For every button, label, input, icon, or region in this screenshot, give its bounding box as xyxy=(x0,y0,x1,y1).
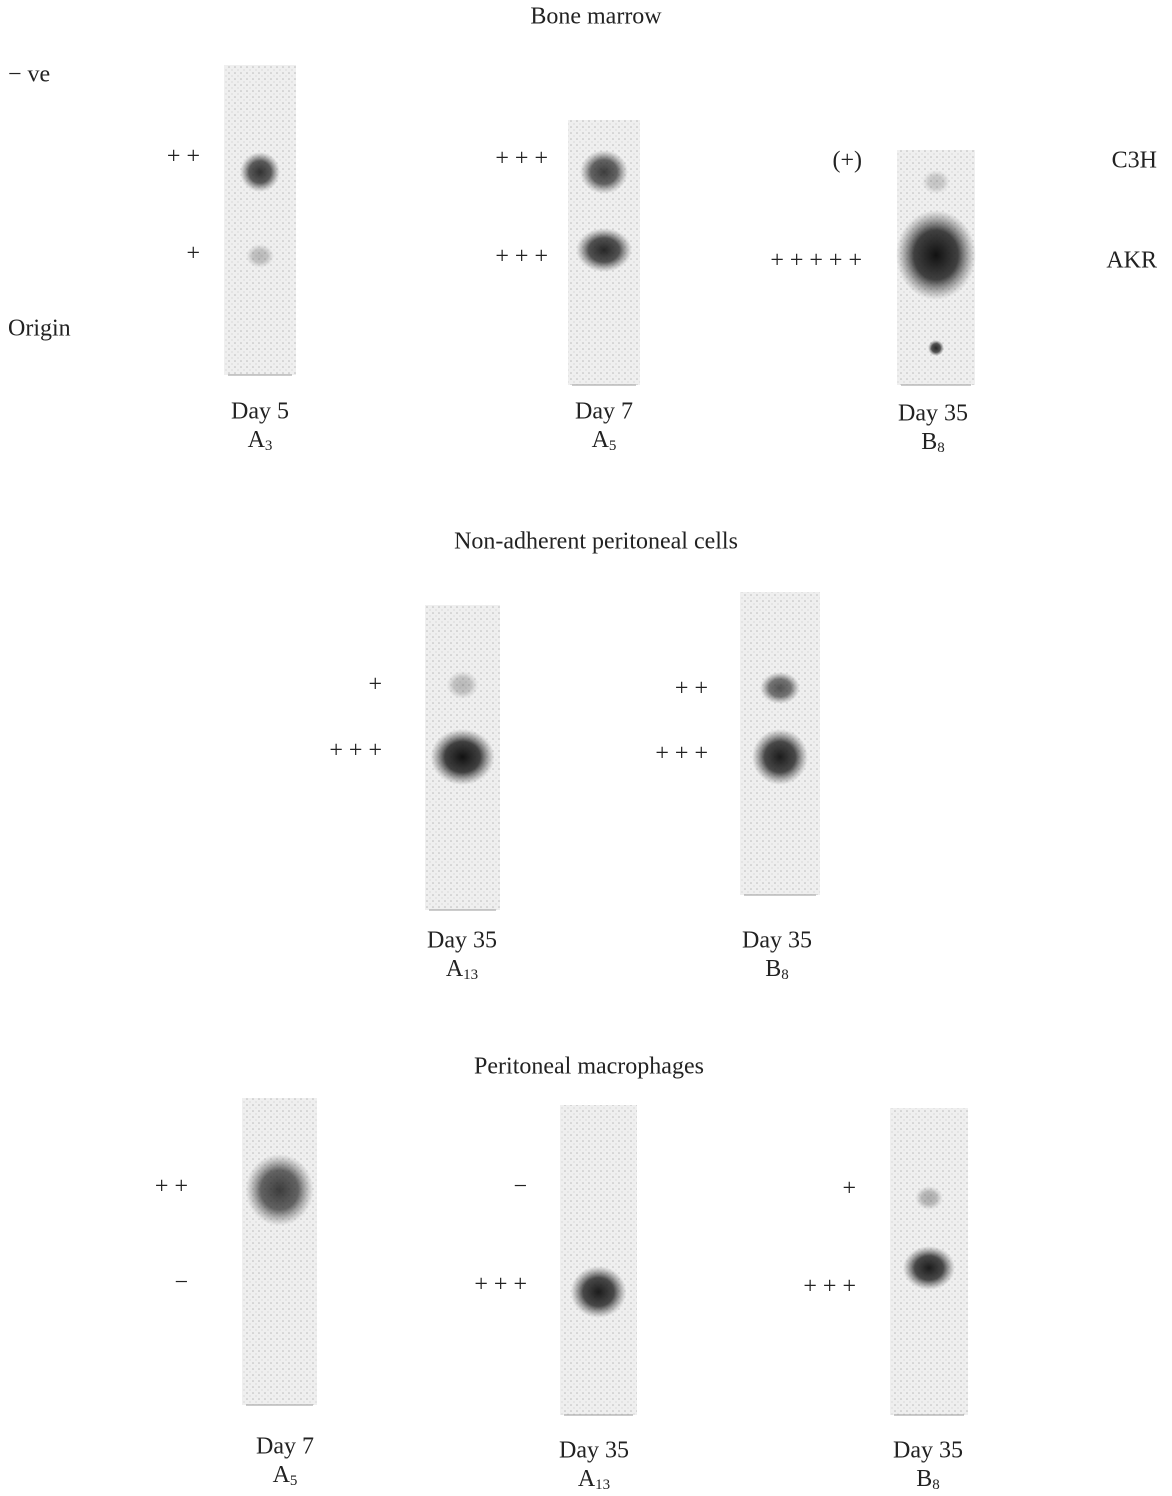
gel-spot xyxy=(915,1186,943,1210)
sample-letter: A xyxy=(578,1466,596,1492)
sample-letter: A xyxy=(273,1462,291,1488)
gel-spot xyxy=(903,1246,955,1290)
band-intensity: + + + xyxy=(474,1272,527,1298)
band-label: AKR xyxy=(1106,248,1157,274)
sample-subscript: 5 xyxy=(290,1473,298,1489)
gel-spot xyxy=(246,244,274,268)
sample-subscript: 5 xyxy=(609,438,617,454)
sample-subscript: 3 xyxy=(265,438,273,454)
gel-lane xyxy=(560,1105,637,1415)
panel-title: Non-adherent peritoneal cells xyxy=(454,529,738,555)
gel-spot xyxy=(430,729,495,785)
gel-lane xyxy=(224,65,296,375)
negative-pole-label: − ve xyxy=(8,62,50,88)
gel-spot xyxy=(760,672,800,704)
panel-title: Bone marrow xyxy=(530,4,662,30)
lane-day: Day 5 xyxy=(231,399,289,425)
band-intensity: (+) xyxy=(832,148,862,174)
lane-day: Day 35 xyxy=(427,928,497,954)
sample-subscript: 13 xyxy=(595,1477,610,1493)
sample-letter: A xyxy=(248,427,266,453)
band-intensity: + xyxy=(842,1176,856,1202)
gel-spot xyxy=(752,729,808,785)
band-intensity: − xyxy=(174,1270,188,1296)
band-intensity: + + + xyxy=(495,146,548,172)
panel-title: Peritoneal macrophages xyxy=(474,1054,704,1080)
sample-letter: B xyxy=(765,956,781,982)
lane-sample: A5 xyxy=(592,427,617,455)
lane-sample: B8 xyxy=(916,1466,940,1494)
gel-spot xyxy=(446,671,479,699)
band-intensity: − xyxy=(513,1174,527,1200)
lane-day: Day 35 xyxy=(559,1438,629,1464)
band-intensity: + + + xyxy=(655,741,708,767)
band-intensity: + xyxy=(186,241,200,267)
sample-letter: A xyxy=(446,956,464,982)
band-intensity: + + + xyxy=(329,738,382,764)
sample-subscript: 8 xyxy=(781,967,789,983)
gel-spot xyxy=(240,152,280,192)
sample-subscript: 13 xyxy=(463,967,478,983)
lane-sample: A13 xyxy=(578,1466,610,1494)
band-intensity: + xyxy=(368,672,382,698)
lane-day: Day 35 xyxy=(742,928,812,954)
lane-day: Day 35 xyxy=(898,401,968,427)
gel-spot xyxy=(580,150,628,194)
gel-spot xyxy=(928,340,944,356)
sample-subscript: 8 xyxy=(932,1477,940,1493)
sample-letter: B xyxy=(921,429,937,455)
lane-day: Day 7 xyxy=(575,399,633,425)
band-intensity: + + + + + xyxy=(770,248,862,274)
band-label: C3H xyxy=(1112,148,1157,174)
sample-letter: B xyxy=(916,1466,932,1492)
lane-sample: A13 xyxy=(446,956,478,984)
gel-spot xyxy=(570,1266,627,1318)
gel-spot xyxy=(922,170,950,194)
band-intensity: + + + xyxy=(495,244,548,270)
origin-label: Origin xyxy=(8,316,71,342)
lane-day: Day 35 xyxy=(893,1438,963,1464)
band-intensity: + + xyxy=(167,144,200,170)
band-intensity: + + xyxy=(675,676,708,702)
gel-lane xyxy=(242,1098,317,1405)
sample-subscript: 8 xyxy=(937,440,945,456)
band-intensity: + + + xyxy=(803,1274,856,1300)
band-intensity: + + xyxy=(155,1174,188,1200)
gel-spot xyxy=(896,210,976,300)
lane-sample: A5 xyxy=(273,1462,298,1490)
gel-spot xyxy=(576,228,632,272)
lane-sample: A3 xyxy=(248,427,273,455)
lane-sample: B8 xyxy=(921,429,945,457)
lane-day: Day 7 xyxy=(256,1434,314,1460)
sample-letter: A xyxy=(592,427,610,453)
gel-spot xyxy=(245,1154,314,1226)
lane-sample: B8 xyxy=(765,956,789,984)
